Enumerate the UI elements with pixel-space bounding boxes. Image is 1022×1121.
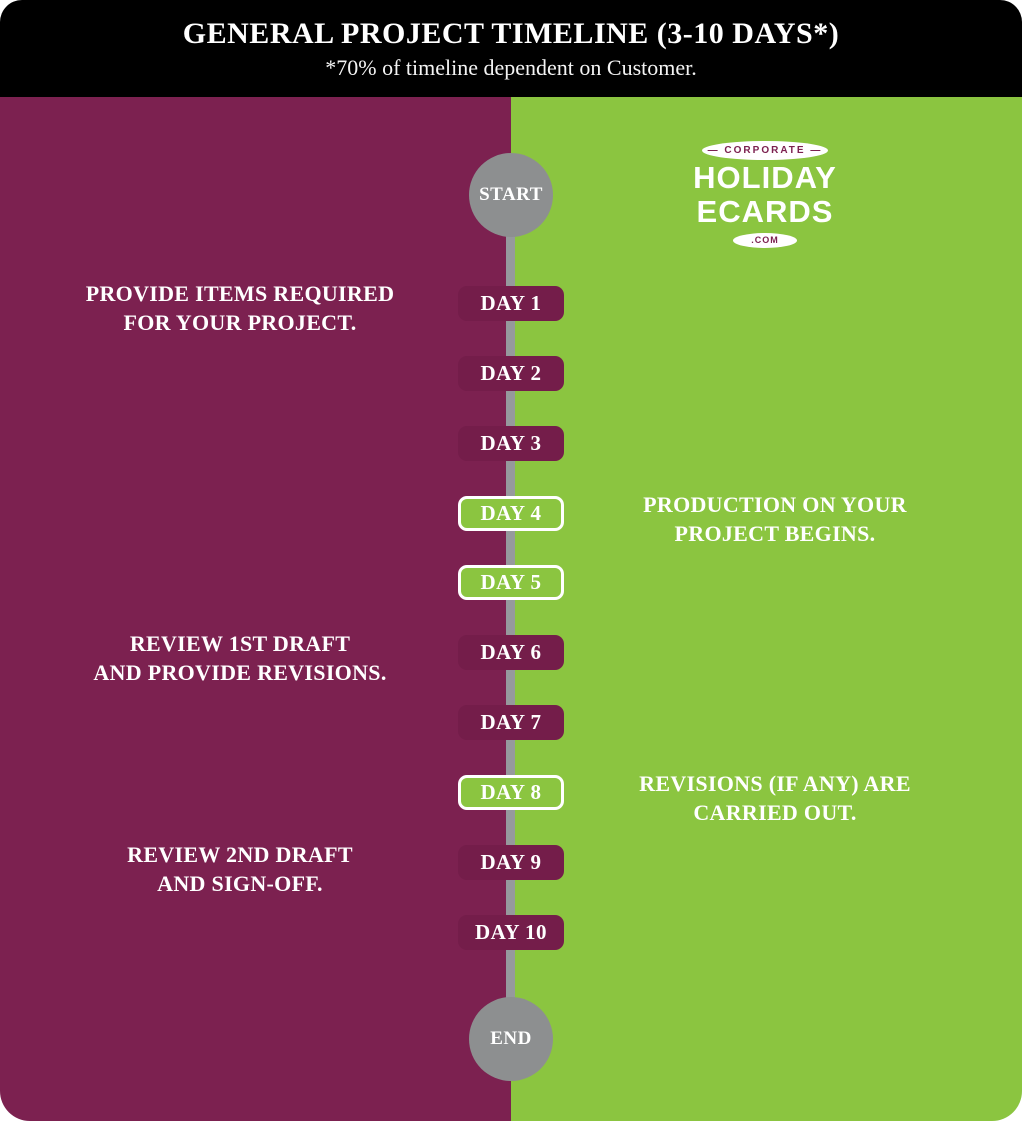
- start-label: START: [479, 184, 543, 205]
- brand-logo: CORPORATE HOLIDAY ECARDS .COM: [690, 141, 840, 249]
- day-badge: DAY 7: [458, 705, 564, 740]
- logo-ecards-text: ECARDS: [696, 194, 834, 230]
- logo-holiday-text: HOLIDAY: [693, 160, 837, 195]
- annotation-provide-items: PROVIDE ITEMS REQUIRED FOR YOUR PROJECT.: [85, 281, 395, 336]
- annotation-production-begins: PRODUCTION ON YOUR PROJECT BEGINS.: [643, 492, 907, 547]
- customer-panel: [0, 97, 511, 1121]
- production-panel: [511, 97, 1022, 1121]
- page-subtitle: *70% of timeline dependent on Customer.: [325, 54, 697, 80]
- annotation-review-1st-draft: REVIEW 1ST DRAFT AND PROVIDE REVISIONS.: [93, 631, 387, 686]
- day-badge: DAY 9: [458, 845, 564, 880]
- annotation-review-2nd-draft: REVIEW 2ND DRAFT AND SIGN-OFF.: [127, 842, 353, 897]
- page-title: GENERAL PROJECT TIMELINE (3-10 DAYS*): [182, 16, 840, 50]
- timeline-body: CORPORATE HOLIDAY ECARDS .COM START END …: [0, 97, 1022, 1121]
- logo-corporate-text: CORPORATE: [708, 145, 823, 156]
- day-badge: DAY 8: [458, 775, 564, 810]
- start-node: START: [469, 153, 553, 237]
- header: GENERAL PROJECT TIMELINE (3-10 DAYS*) *7…: [0, 0, 1022, 97]
- day-badge: DAY 6: [458, 635, 564, 670]
- day-badge: DAY 5: [458, 565, 564, 600]
- logo-com-band: .COM: [733, 233, 797, 249]
- end-label: END: [490, 1028, 532, 1049]
- day-badge: DAY 1: [458, 286, 564, 321]
- day-badge: DAY 10: [458, 915, 564, 950]
- day-badge: DAY 2: [458, 356, 564, 391]
- day-badge: DAY 3: [458, 426, 564, 461]
- logo-com-text: .COM: [751, 235, 779, 246]
- day-badge: DAY 4: [458, 496, 564, 531]
- annotation-revisions-carried-out: REVISIONS (IF ANY) ARE CARRIED OUT.: [639, 771, 911, 826]
- end-node: END: [469, 997, 553, 1081]
- timeline-line: [506, 195, 515, 1039]
- logo-corporate-band: CORPORATE: [702, 141, 828, 160]
